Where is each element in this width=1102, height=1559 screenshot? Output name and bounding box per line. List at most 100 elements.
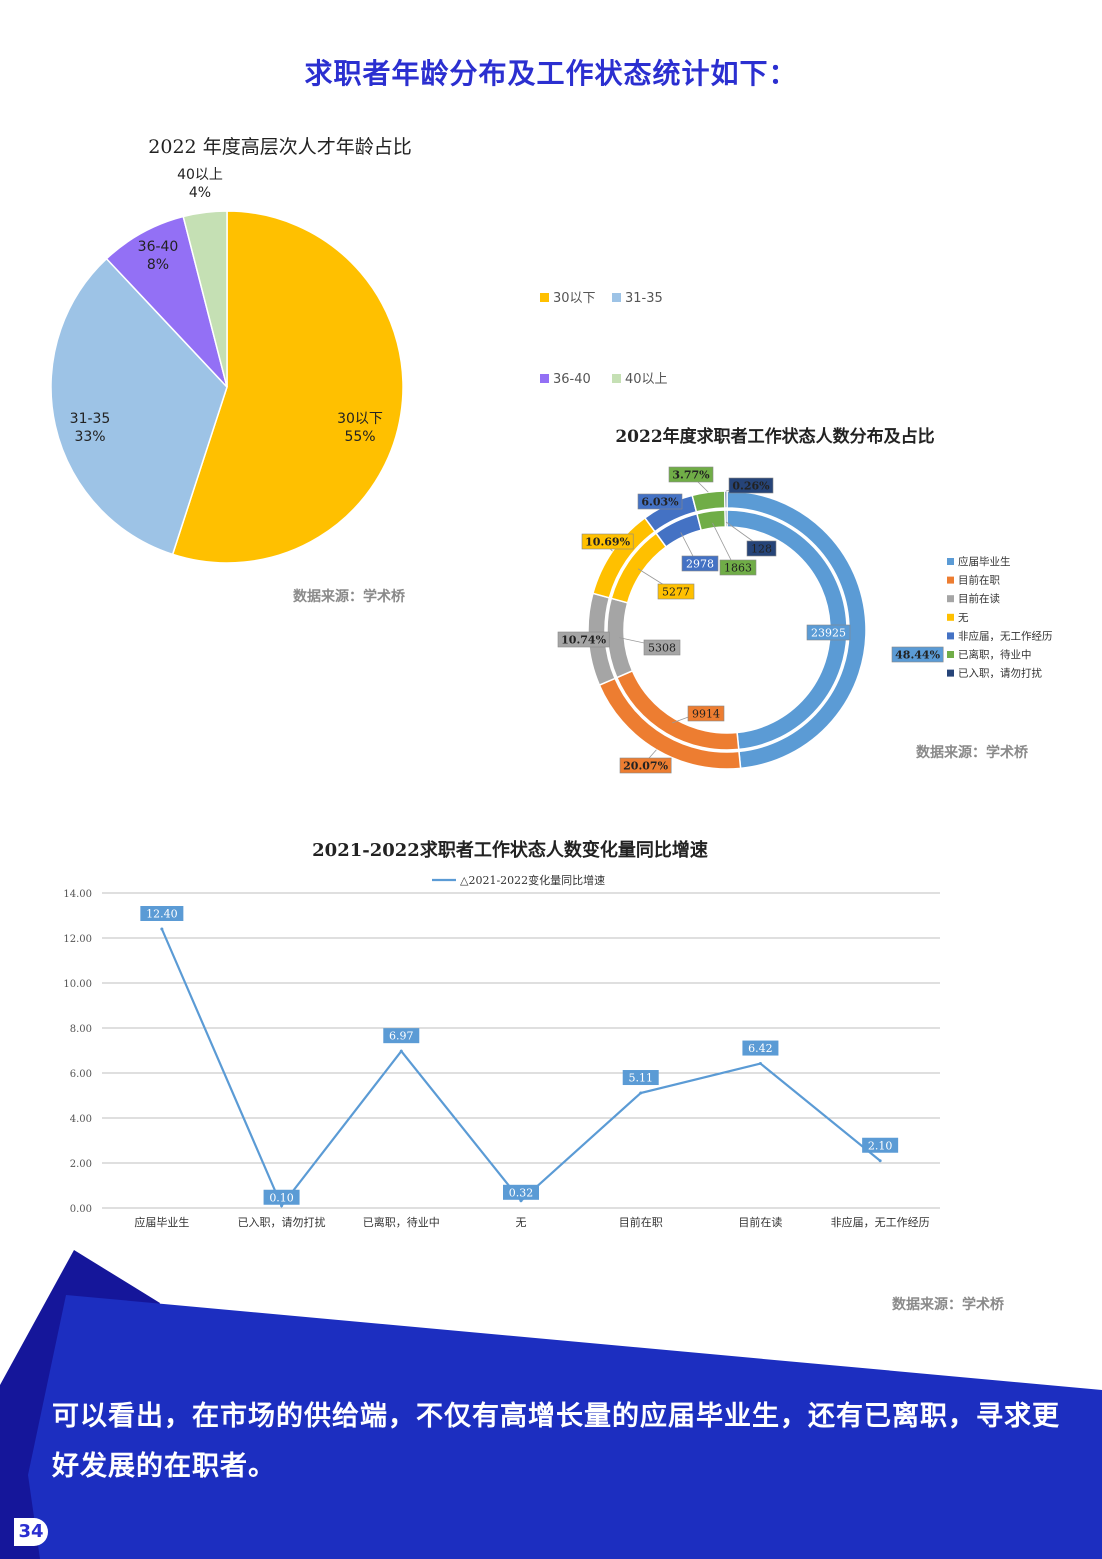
page-title: 求职者年龄分布及工作状态统计如下： xyxy=(304,57,798,90)
donut-legend-swatch xyxy=(947,669,954,677)
donut-outer-segment-7 xyxy=(723,490,728,509)
donut-legend-label: 已离职，待业中 xyxy=(958,648,1032,661)
pie-slice-percent: 4% xyxy=(189,185,211,201)
donut-count-box xyxy=(719,559,757,576)
donut-legend-label: 应届毕业生 xyxy=(958,555,1011,568)
y-tick-label: 2.00 xyxy=(70,1159,92,1170)
line-value-label: 5.11 xyxy=(628,1072,653,1085)
page-number: 34 xyxy=(14,1518,48,1546)
age-pie-source: 数据来源：学术桥 xyxy=(293,589,405,605)
donut-outer-segment-6 xyxy=(691,490,726,513)
y-tick-label: 0.00 xyxy=(70,1204,92,1215)
donut-count-box xyxy=(687,705,725,722)
donut-count-box xyxy=(643,639,681,656)
line-point xyxy=(160,927,164,931)
pie-legend-swatch xyxy=(612,293,621,302)
donut-count-label: 23925 xyxy=(811,627,846,640)
status-donut-title: 2022年度求职者工作状态人数分布及占比 xyxy=(615,427,935,447)
status-donut-source: 数据来源：学术桥 xyxy=(916,745,1028,761)
donut-percent-box xyxy=(557,631,610,648)
pie-slice-label: 30以下 xyxy=(337,411,383,427)
age-pie-chart: 30以下 55% 31-35 33% 36-40 8% 40以上 4% 30以下 31-35 36-… xyxy=(50,167,668,564)
pie-slice-percent: 33% xyxy=(74,429,105,445)
x-tick-label: 非应届，无工作经历 xyxy=(831,1215,930,1229)
pie-legend-label: 31-35 xyxy=(625,291,663,306)
x-tick-label: 无 xyxy=(516,1216,527,1229)
donut-count-box xyxy=(657,583,695,600)
y-tick-label: 4.00 xyxy=(70,1114,92,1125)
line-value-box xyxy=(263,1189,300,1205)
donut-legend-label: 目前在读 xyxy=(958,592,1000,605)
donut-count-label: 5308 xyxy=(648,642,676,655)
growth-line-source: 数据来源：学术桥 xyxy=(892,1297,1004,1313)
y-tick-label: 12.00 xyxy=(63,934,92,945)
donut-percent-box xyxy=(619,757,672,774)
status-donut-chart: 48.44% 23925 应届毕业生 20.07% 9914 目前在职 10.74% 5308… xyxy=(557,466,1053,774)
donut-percent-box xyxy=(668,466,714,483)
growth-line-chart: 0.00 2.00 4.00 6.00 8.00 10.00 12.00 14.00 应届毕业生… xyxy=(63,873,940,1229)
pie-slice-percent: 55% xyxy=(344,429,375,445)
pie-slice-3 xyxy=(105,215,228,388)
donut-legend-swatch xyxy=(947,576,954,584)
line-value-label: 2.10 xyxy=(868,1139,893,1152)
donut-count-box xyxy=(746,540,777,557)
line-point xyxy=(758,1062,762,1066)
donut-legend-label: 非应届，无工作经历 xyxy=(958,629,1053,642)
pie-legend-swatch xyxy=(612,374,621,383)
donut-percent-label: 10.69% xyxy=(585,536,630,549)
line-point xyxy=(519,1199,523,1203)
line-value-label: 6.42 xyxy=(748,1042,773,1055)
donut-inner-segment-6 xyxy=(696,509,727,532)
donut-percent-label: 3.77% xyxy=(672,469,710,482)
x-tick-label: 目前在职 xyxy=(619,1215,663,1229)
donut-legend-swatch xyxy=(947,632,954,640)
line-value-label: 0.10 xyxy=(269,1191,294,1204)
pie-slice-label: 40以上 xyxy=(177,167,223,183)
growth-line-title: 2021-2022求职者工作状态人数变化量同比增速 xyxy=(312,840,708,861)
y-tick-label: 6.00 xyxy=(70,1069,92,1080)
donut-percent-box xyxy=(637,493,683,510)
line-point xyxy=(639,1091,643,1095)
line-value-box xyxy=(622,1070,659,1086)
conclusion-text: 可以看出，在市场的供给端，不仅有高增长量的应届毕业生，还有已离职，寻求更好发展的… xyxy=(52,1401,1060,1482)
x-tick-label: 已离职，待业中 xyxy=(363,1215,440,1229)
line-value-box xyxy=(140,906,184,921)
line-value-box xyxy=(503,1184,539,1200)
donut-count-label: 2978 xyxy=(686,558,714,571)
donut-legend-swatch xyxy=(947,558,954,565)
donut-leader-line xyxy=(712,522,735,567)
pie-slice-percent: 8% xyxy=(147,257,169,273)
pie-legend-swatch xyxy=(540,374,549,383)
line-value-box xyxy=(742,1040,779,1056)
pie-slice-label: 31-35 xyxy=(70,411,111,427)
donut-count-label: 9914 xyxy=(692,708,720,721)
bottom-banner xyxy=(0,1250,1102,1559)
pie-slice-1 xyxy=(171,210,404,564)
pie-slice-label: 36-40 xyxy=(138,239,179,255)
donut-percent-label: 0.26% xyxy=(732,480,770,493)
x-tick-label: 已入职，请勿打扰 xyxy=(238,1215,326,1229)
line-value-box xyxy=(383,1028,420,1044)
x-tick-label: 应届毕业生 xyxy=(134,1215,189,1229)
donut-percent-box xyxy=(581,533,634,550)
donut-percent-label: 20.07% xyxy=(623,760,668,773)
pie-slice-2 xyxy=(50,257,228,556)
donut-percent-box xyxy=(728,477,774,494)
y-tick-label: 10.00 xyxy=(63,979,92,990)
donut-count-box xyxy=(681,555,719,572)
age-pie-title: 2022 年度高层次人才年龄占比 xyxy=(148,136,412,158)
line-legend-label: △2021-2022变化量同比增速 xyxy=(460,873,605,887)
line-point xyxy=(280,1204,284,1208)
donut-count-box xyxy=(806,624,851,641)
y-tick-label: 8.00 xyxy=(70,1024,92,1035)
pie-legend-label: 36-40 xyxy=(553,372,591,387)
y-tick-label: 14.00 xyxy=(63,889,92,900)
donut-percent-label: 6.03% xyxy=(641,496,679,509)
donut-legend-swatch xyxy=(947,595,954,603)
pie-slice-4 xyxy=(182,210,228,388)
donut-legend-label: 已入职，请勿打扰 xyxy=(958,667,1042,680)
line-point xyxy=(878,1159,882,1163)
line-value-label: 0.32 xyxy=(509,1186,534,1199)
donut-count-label: 1863 xyxy=(724,562,752,575)
banner-main-shape xyxy=(28,1295,1102,1559)
